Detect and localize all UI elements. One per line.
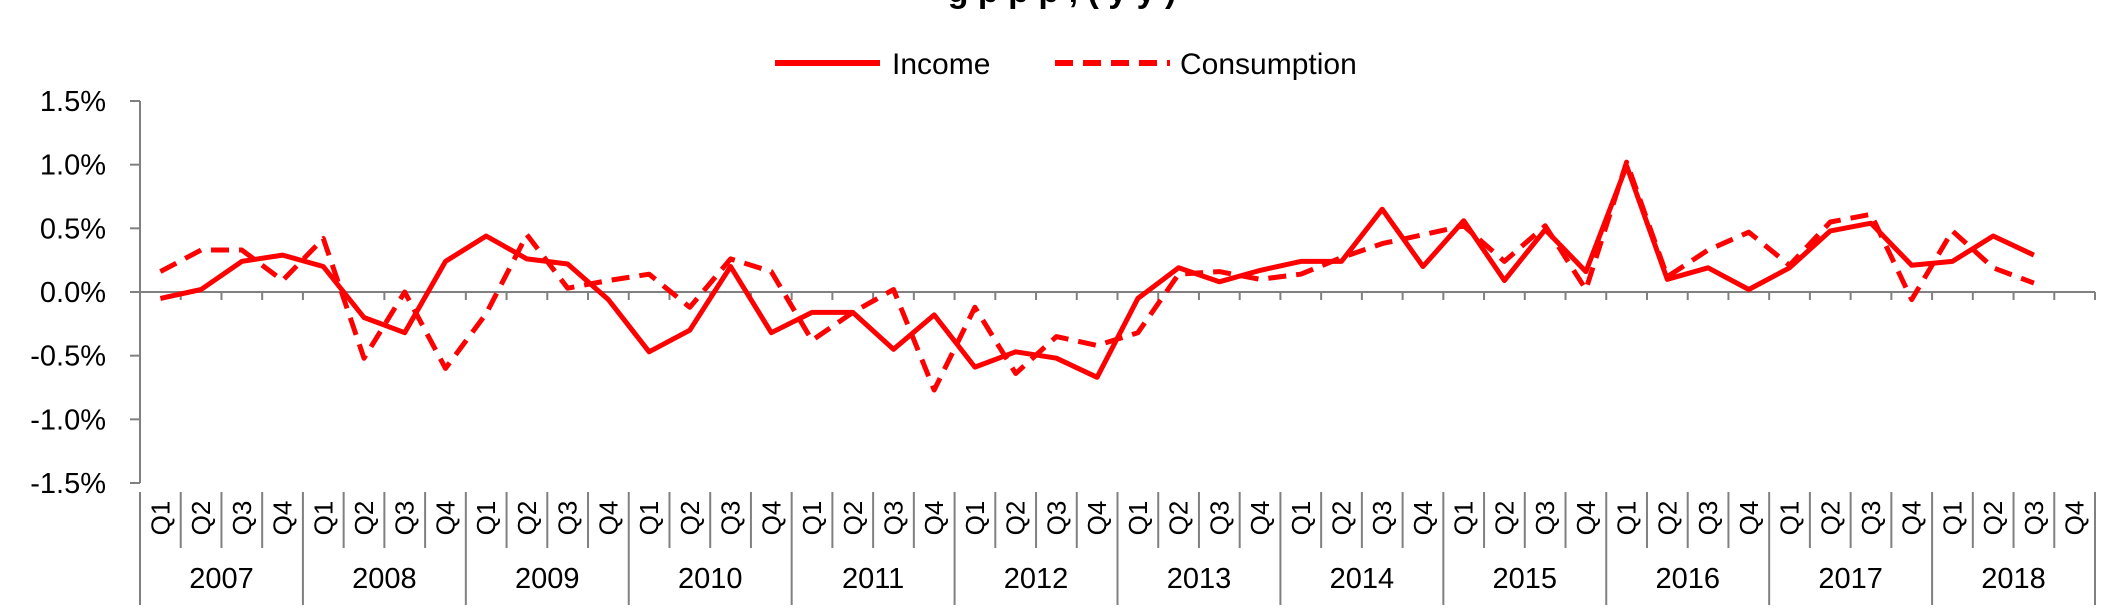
x-tick-label-quarter: Q2 <box>512 501 542 536</box>
x-tick-label-year: 2013 <box>1167 563 1232 595</box>
y-tick-label: 0.0% <box>40 277 106 309</box>
y-tick-label: -1.5% <box>30 468 106 500</box>
x-tick-label-quarter: Q3 <box>227 501 257 536</box>
x-tick-label-year: 2017 <box>1818 563 1883 595</box>
x-tick-label-quarter: Q1 <box>1449 501 1479 536</box>
x-tick-label-quarter: Q2 <box>1815 501 1845 536</box>
x-tick-label-quarter: Q2 <box>1489 501 1519 536</box>
x-tick-label-quarter: Q1 <box>1123 501 1153 536</box>
x-tick-label-year: 2016 <box>1655 563 1720 595</box>
y-tick-label: 0.5% <box>40 213 106 245</box>
x-tick-label-quarter: Q4 <box>1082 501 1112 536</box>
x-tick-label-quarter: Q1 <box>1612 501 1642 536</box>
x-tick-label-quarter: Q4 <box>430 501 460 536</box>
legend-label-income: Income <box>892 48 990 81</box>
x-tick-label-quarter: Q4 <box>1734 501 1764 536</box>
x-tick-label-quarter: Q2 <box>1652 501 1682 536</box>
x-tick-label-quarter: Q2 <box>186 501 216 536</box>
x-tick-label-quarter: Q3 <box>1693 501 1723 536</box>
y-axis: 1.5% 1.0% 0.5% 0.0% -0.5% -1.0% -1.5% <box>30 86 140 500</box>
x-tick-label-quarter: Q2 <box>1978 501 2008 536</box>
x-tick-label-quarter: Q3 <box>1204 501 1234 536</box>
x-tick-label-quarter: Q1 <box>1775 501 1805 536</box>
series-line-consumption <box>160 162 2034 390</box>
legend-label-consumption: Consumption <box>1180 48 1357 81</box>
x-tick-label-quarter: Q1 <box>1937 501 1967 536</box>
y-tick-label: 1.5% <box>40 86 106 118</box>
series-line-income <box>160 166 2034 377</box>
x-tick-label-quarter: Q1 <box>145 501 175 536</box>
x-tick-label-quarter: Q1 <box>960 501 990 536</box>
x-tick-label-quarter: Q4 <box>919 501 949 536</box>
x-tick-label-quarter: Q4 <box>1408 501 1438 536</box>
x-tick-label-quarter: Q3 <box>716 501 746 536</box>
x-tick-label-quarter: Q3 <box>878 501 908 536</box>
x-tick-label-year: 2014 <box>1330 563 1395 595</box>
x-tick-label-quarter: Q2 <box>1164 501 1194 536</box>
x-tick-label-quarter: Q4 <box>756 501 786 536</box>
x-tick-label-quarter: Q4 <box>1571 501 1601 536</box>
y-tick-label: 1.0% <box>40 150 106 182</box>
x-tick-label-year: 2011 <box>842 563 904 595</box>
x-tick-label-quarter: Q3 <box>553 501 583 536</box>
x-tick-label-quarter: Q1 <box>634 501 664 536</box>
x-tick-label-quarter: Q3 <box>1041 501 1071 536</box>
x-tick-label-quarter: Q3 <box>1367 501 1397 536</box>
x-tick-label-quarter: Q2 <box>838 501 868 536</box>
x-tick-label-quarter: Q4 <box>268 501 298 536</box>
x-tick-label-quarter: Q3 <box>1856 501 1886 536</box>
x-tick-label-year: 2015 <box>1493 563 1558 595</box>
x-tick-label-year: 2009 <box>515 563 580 595</box>
x-tick-label-quarter: Q3 <box>1530 501 1560 536</box>
x-tick-label-year: 2007 <box>189 563 254 595</box>
x-tick-label-quarter: Q4 <box>593 501 623 536</box>
x-tick-label-year: 2012 <box>1004 563 1069 595</box>
x-tick-label-quarter: Q4 <box>2060 501 2090 536</box>
x-tick-label-quarter: Q3 <box>2019 501 2049 536</box>
series-layer <box>160 162 2034 390</box>
x-tick-label-quarter: Q1 <box>797 501 827 536</box>
x-tick-label-year: 2018 <box>1981 563 2046 595</box>
x-tick-label-quarter: Q1 <box>471 501 501 536</box>
x-tick-label-year: 2008 <box>352 563 417 595</box>
x-tick-label-quarter: Q2 <box>675 501 705 536</box>
y-tick-label: -0.5% <box>30 341 106 373</box>
x-tick-label-quarter: Q1 <box>308 501 338 536</box>
x-tick-label-quarter: Q2 <box>1001 501 1031 536</box>
y-tick-label: -1.0% <box>30 404 106 436</box>
x-tick-label-quarter: Q4 <box>1897 501 1927 536</box>
x-tick-label-quarter: Q3 <box>390 501 420 536</box>
chart-title: g p p p , ( y y ) <box>948 0 1177 10</box>
x-tick-label-quarter: Q1 <box>1286 501 1316 536</box>
legend: Income Consumption <box>775 48 1357 81</box>
x-tick-label-quarter: Q2 <box>1327 501 1357 536</box>
x-tick-label-quarter: Q4 <box>1245 501 1275 536</box>
x-tick-label-year: 2010 <box>678 563 743 595</box>
x-tick-label-quarter: Q2 <box>349 501 379 536</box>
